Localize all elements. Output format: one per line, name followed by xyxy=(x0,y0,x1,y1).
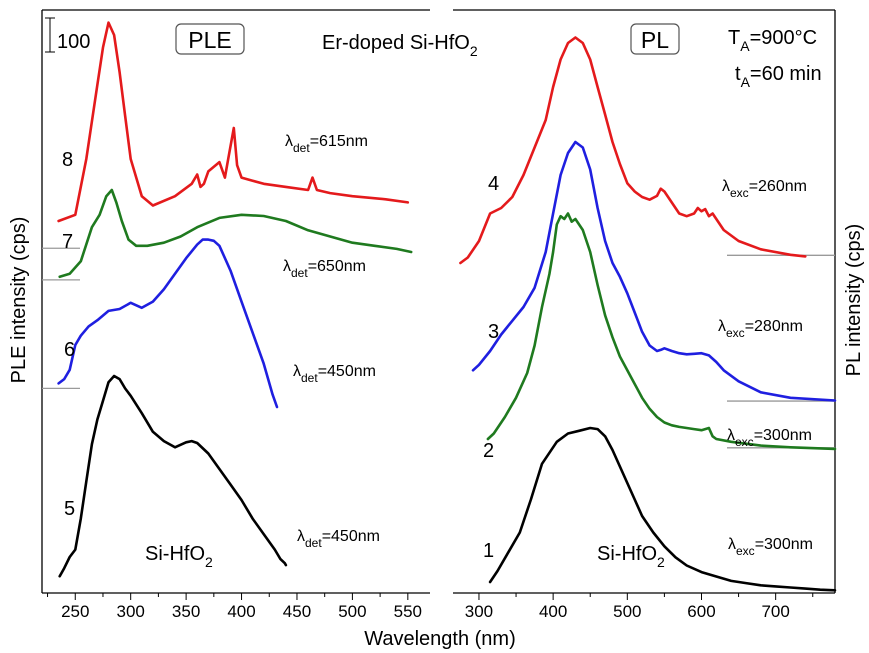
x-tick-label: 700 xyxy=(761,602,789,621)
frame xyxy=(41,9,836,594)
ple-x-ticks: 250 300 350 400 450 500 550 xyxy=(47,593,422,621)
ple-title-box xyxy=(175,23,245,55)
pl-curve-number-3: 3 xyxy=(488,321,499,343)
x-tick-label: 600 xyxy=(687,602,715,621)
ple-curve-number-6: 6 xyxy=(64,339,75,361)
x-tick-label: 500 xyxy=(613,602,641,621)
ple-curves xyxy=(57,21,413,578)
scale-bar: 100 xyxy=(45,17,90,53)
pl-sample-label: Si-HfO2 xyxy=(597,543,665,570)
ple-curve-label-8: λdet=615nm xyxy=(285,133,368,155)
ple-curve-7 xyxy=(58,188,413,279)
pl-x-ticks: 300 400 500 600 700 xyxy=(465,593,814,621)
pl-curve-number-4: 4 xyxy=(488,173,499,195)
x-tick-label: 450 xyxy=(283,602,311,621)
x-tick-label: 300 xyxy=(116,602,144,621)
ple-y-axis-title: PLE intensity (cps) xyxy=(8,217,30,384)
anneal-temperature: TA=900°C xyxy=(728,27,817,54)
anneal-time: tA=60 min xyxy=(735,63,822,90)
pl-curve-number-1: 1 xyxy=(483,540,494,562)
pl-curve-2 xyxy=(486,212,837,451)
pl-curve-1 xyxy=(488,426,837,592)
pl-y-axis-title: PL intensity (cps) xyxy=(843,224,865,377)
ple-curve-5 xyxy=(58,374,288,578)
ple-sample-label: Si-HfO2 xyxy=(145,543,213,570)
x-tick-label: 400 xyxy=(227,602,255,621)
x-tick-label: 300 xyxy=(465,602,493,621)
ple-curve-8 xyxy=(57,21,410,223)
x-axis-title: Wavelength (nm) xyxy=(364,628,516,650)
x-tick-label: 500 xyxy=(338,602,366,621)
pl-title: PL xyxy=(641,27,669,53)
pl-curve-3 xyxy=(471,140,837,402)
scale-bar-label: 100 xyxy=(57,31,90,53)
pl-curve-label-1: λexc=300nm xyxy=(728,536,813,558)
pl-title-box xyxy=(630,23,680,55)
ple-series-labels: 8 λdet=615nm 7 λdet=650nm 6 λdet=450nm 5 λdet=4… xyxy=(62,133,380,550)
ple-curve-label-7: λdet=650nm xyxy=(283,258,366,280)
ple-curve-label-5: λdet=450nm xyxy=(297,528,380,550)
ple-curve-label-6: λdet=450nm xyxy=(293,363,376,385)
pl-curve-number-2: 2 xyxy=(483,440,494,462)
pl-curve-label-4: λexc=260nm xyxy=(722,178,807,200)
ple-curve-6 xyxy=(57,238,279,409)
ple-baselines xyxy=(42,247,80,390)
pl-curve-4 xyxy=(459,36,807,265)
x-tick-label: 550 xyxy=(394,602,422,621)
pl-baselines xyxy=(727,254,835,449)
er-doped-annotation: Er-doped Si-HfO2 xyxy=(322,32,478,59)
x-tick-label: 350 xyxy=(172,602,200,621)
ple-title: PLE xyxy=(188,27,231,53)
pl-curves xyxy=(459,36,837,592)
ple-curve-number-7: 7 xyxy=(62,231,73,253)
pl-curve-label-3: λexc=280nm xyxy=(718,318,803,340)
pl-curve-label-2: λexc=300nm xyxy=(727,427,812,449)
ple-curve-number-5: 5 xyxy=(64,498,75,520)
x-tick-label: 250 xyxy=(61,602,89,621)
pl-series-labels: 4 λexc=260nm 3 λexc=280nm 2 λexc=300nm 1 λexc=3… xyxy=(483,173,813,562)
x-tick-label: 400 xyxy=(539,602,567,621)
ple-curve-number-8: 8 xyxy=(62,149,73,171)
